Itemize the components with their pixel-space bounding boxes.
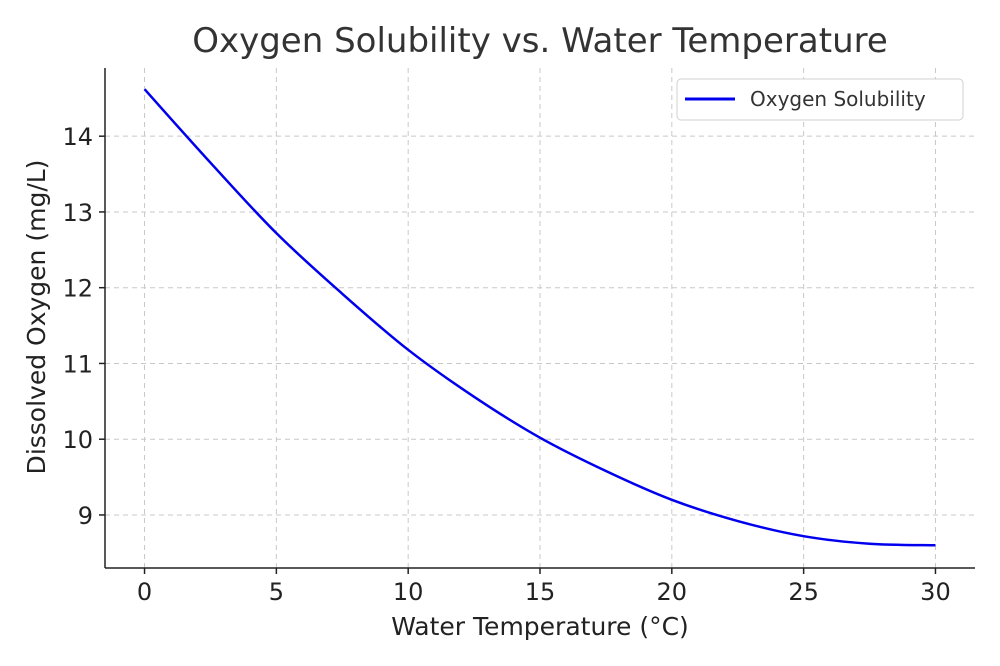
chart-title: Oxygen Solubility vs. Water Temperature [192, 21, 888, 61]
legend-label: Oxygen Solubility [750, 87, 926, 111]
x-tick-label: 30 [920, 578, 951, 606]
y-tick-label: 14 [62, 123, 93, 151]
x-tick-label: 0 [137, 578, 152, 606]
legend: Oxygen Solubility [676, 78, 964, 121]
y-tick-label: 10 [62, 426, 93, 454]
y-tick-label: 11 [62, 350, 93, 378]
x-axis-label: Water Temperature (°C) [391, 612, 689, 641]
y-tick-label: 9 [78, 502, 93, 530]
series-layer [143, 88, 936, 547]
x-tick-label: 10 [393, 578, 424, 606]
x-tick-label: 20 [657, 578, 688, 606]
series-line-oxygen-solubility [143, 88, 936, 547]
x-tick-label: 25 [788, 578, 819, 606]
y-tick-label: 13 [62, 199, 93, 227]
y-tick-label: 12 [62, 275, 93, 303]
x-tick-label: 15 [525, 578, 556, 606]
y-axis-label: Dissolved Oxygen (mg/L) [22, 160, 51, 475]
tick-labels: 0 5 10 15 20 25 30 9 10 11 12 13 14 [62, 123, 950, 606]
x-tick-label: 5 [269, 578, 284, 606]
legend-box [676, 78, 964, 121]
gridlines [105, 68, 975, 568]
axes [99, 68, 975, 574]
